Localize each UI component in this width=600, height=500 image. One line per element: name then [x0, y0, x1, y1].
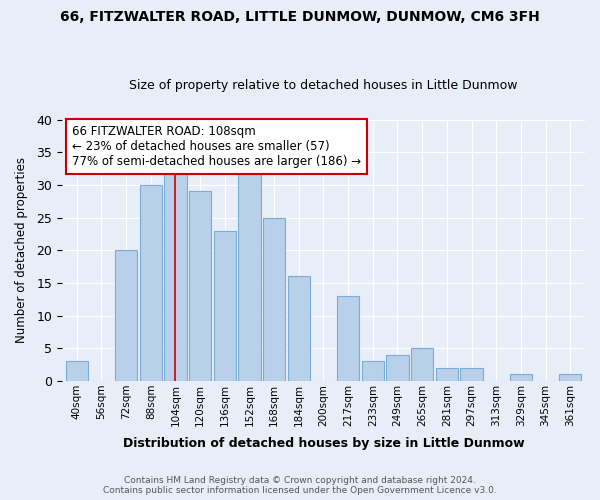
Text: 66, FITZWALTER ROAD, LITTLE DUNMOW, DUNMOW, CM6 3FH: 66, FITZWALTER ROAD, LITTLE DUNMOW, DUNM…	[60, 10, 540, 24]
Bar	[287, 276, 310, 381]
Bar	[411, 348, 433, 381]
Bar	[436, 368, 458, 381]
Bar	[386, 355, 409, 381]
Bar	[238, 166, 260, 381]
Bar	[510, 374, 532, 381]
Bar	[115, 250, 137, 381]
Bar	[263, 218, 285, 381]
Text: 66 FITZWALTER ROAD: 108sqm
← 23% of detached houses are smaller (57)
77% of semi: 66 FITZWALTER ROAD: 108sqm ← 23% of deta…	[73, 125, 362, 168]
Bar	[460, 368, 482, 381]
Bar	[337, 296, 359, 381]
X-axis label: Distribution of detached houses by size in Little Dunmow: Distribution of detached houses by size …	[122, 437, 524, 450]
Bar	[189, 192, 211, 381]
Title: Size of property relative to detached houses in Little Dunmow: Size of property relative to detached ho…	[129, 79, 518, 92]
Bar	[164, 166, 187, 381]
Text: Contains HM Land Registry data © Crown copyright and database right 2024.
Contai: Contains HM Land Registry data © Crown c…	[103, 476, 497, 495]
Bar	[362, 362, 384, 381]
Bar	[559, 374, 581, 381]
Bar	[214, 230, 236, 381]
Bar	[65, 362, 88, 381]
Y-axis label: Number of detached properties: Number of detached properties	[15, 158, 28, 344]
Bar	[140, 185, 162, 381]
